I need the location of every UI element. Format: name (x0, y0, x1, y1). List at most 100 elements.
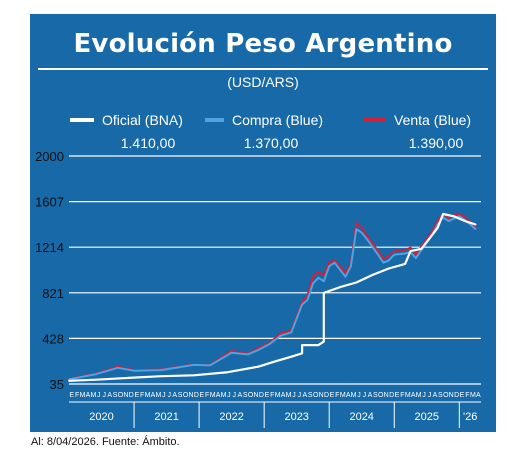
x-year-label: 2021 (154, 411, 178, 423)
series-point (257, 365, 260, 368)
series-point (230, 351, 233, 354)
series-point (366, 235, 369, 238)
series-point (463, 216, 466, 218)
x-month-label: A (346, 392, 351, 399)
x-month-label: M (80, 392, 86, 399)
x-month-label: O (248, 392, 254, 399)
series-point (322, 292, 325, 294)
series-point (409, 250, 412, 253)
y-tick-label: 1214 (35, 240, 64, 255)
x-month-label: D (454, 392, 459, 399)
legend-value: 1.370,00 (244, 135, 299, 151)
series-point (68, 379, 70, 382)
series-point (436, 227, 439, 229)
x-year-label: 2024 (349, 411, 373, 423)
series-point (458, 213, 461, 215)
x-month-label: F (335, 392, 339, 399)
series-point (382, 258, 385, 261)
x-month-label: M (340, 392, 346, 399)
series-point (312, 282, 314, 285)
x-month-label: M (470, 392, 476, 399)
series-point (328, 261, 331, 264)
x-month-label: F (205, 392, 209, 399)
series-point (95, 378, 97, 381)
series-group (68, 212, 477, 382)
series-point (279, 332, 282, 335)
series-point (447, 217, 450, 220)
series-point (268, 343, 271, 345)
series-point (322, 340, 325, 343)
series-point (404, 249, 406, 251)
series-point (409, 246, 412, 249)
series-point (360, 231, 363, 234)
y-tick-label: 428 (42, 331, 64, 346)
series-point (420, 247, 423, 250)
y-axis: 2000 1607 1214 821 428 35 (35, 149, 64, 392)
x-month-label: A (237, 392, 242, 399)
series-point (350, 265, 352, 268)
x-year-label: 2025 (415, 411, 439, 423)
series-point (382, 261, 385, 264)
series-point (301, 301, 303, 304)
series-point (192, 364, 195, 366)
y-tick-label: 35 (50, 377, 64, 392)
chart-subtitle: (USD/ARS) (227, 74, 299, 90)
series-point (436, 220, 439, 222)
x-month-label: S (243, 392, 248, 399)
series-point (301, 344, 303, 346)
series-point (230, 350, 233, 352)
series-point (360, 227, 363, 229)
x-month-label: J (428, 392, 432, 399)
x-month-label: N (123, 392, 128, 399)
x-month-label: M (286, 392, 292, 399)
series-point (301, 303, 303, 306)
x-month-label: A (107, 392, 112, 399)
x-month-label: N (188, 392, 193, 399)
series-point (322, 274, 325, 277)
x-month-label: E (330, 392, 335, 399)
x-year-label: 2020 (89, 411, 113, 423)
series-point (404, 252, 406, 255)
x-month-label: F (270, 392, 274, 399)
x-month-label: D (259, 392, 264, 399)
series-point (127, 377, 130, 379)
series-point (442, 213, 444, 215)
series-point (366, 238, 369, 241)
legend: Oficial (BNA) 1.410,00 Compra (Blue) 1.370,… (70, 112, 471, 151)
series-point (333, 261, 336, 264)
series-point (355, 281, 358, 284)
series-point (393, 253, 396, 256)
x-month-label: F (400, 392, 404, 399)
x-month-label: F (140, 392, 144, 399)
x-month-label: S (113, 392, 118, 399)
series-point (192, 374, 195, 377)
series-point (344, 275, 347, 278)
series-point (116, 366, 119, 369)
series-point (458, 215, 461, 218)
x-month-label: M (221, 392, 227, 399)
series-point (415, 257, 417, 259)
x-month-label: M (416, 392, 422, 399)
x-month-label: J (298, 392, 302, 399)
series-point (333, 259, 336, 262)
x-month-label: M (210, 392, 216, 399)
x-month-label: E (69, 392, 74, 399)
legend-value: 1.390,00 (409, 135, 464, 151)
series-point (404, 263, 406, 265)
series-point (290, 355, 293, 358)
x-month-label: O (443, 392, 449, 399)
series-point (474, 223, 477, 226)
x-month-label: A (172, 392, 177, 399)
series-point (312, 275, 314, 278)
x-month-label: A (411, 392, 416, 399)
series-point (377, 250, 379, 253)
legend-value: 1.410,00 (121, 135, 176, 151)
x-month-label: M (145, 392, 151, 399)
title-divider (38, 68, 488, 70)
x-month-label: N (319, 392, 324, 399)
series-point (317, 271, 320, 273)
x-month-label: A (281, 392, 286, 399)
series-point (247, 353, 249, 356)
x-year-label: 2023 (284, 411, 308, 423)
